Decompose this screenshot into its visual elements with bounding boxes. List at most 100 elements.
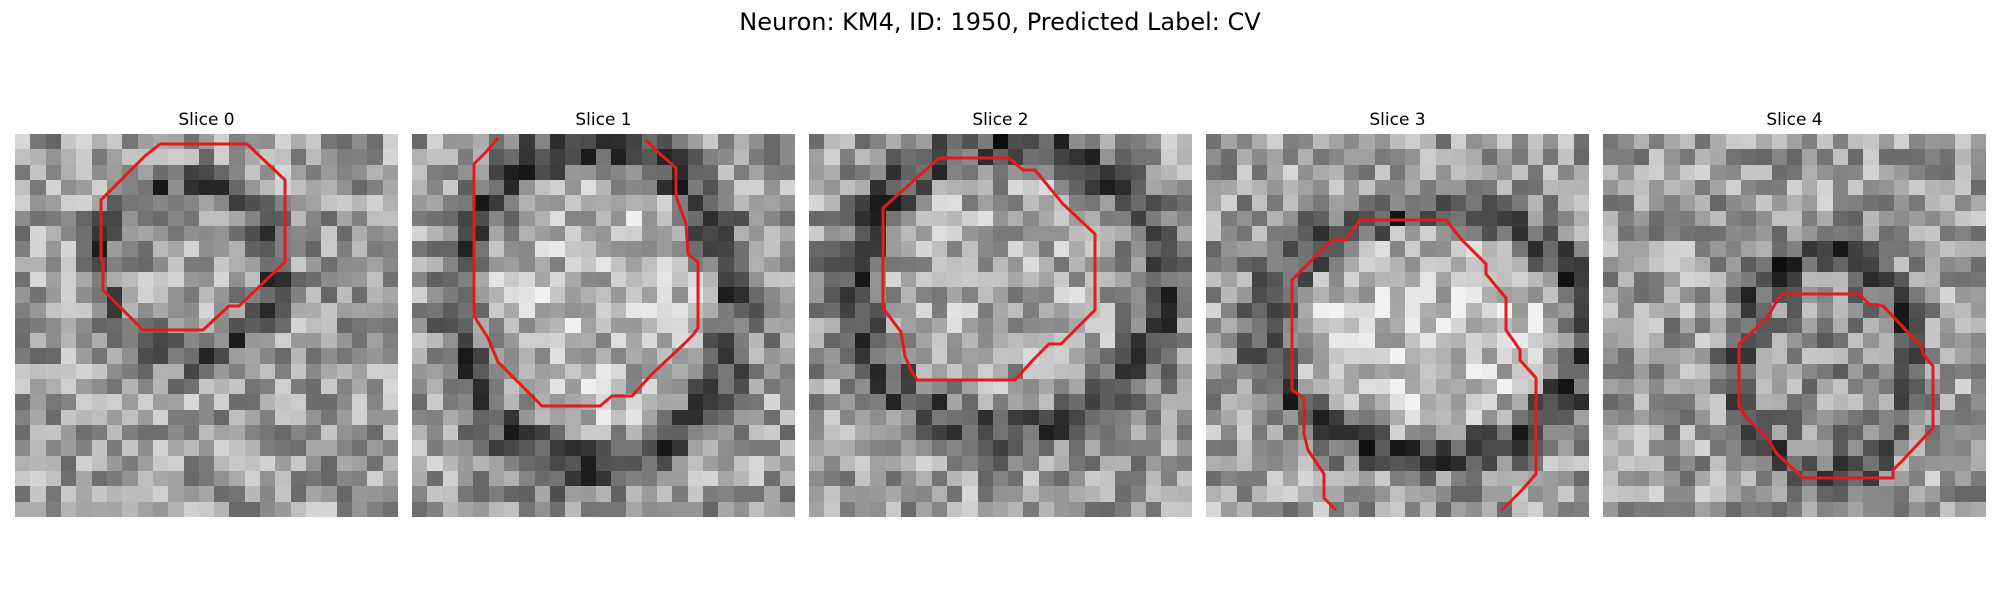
image-pixel [1603, 317, 1619, 334]
image-pixel [1297, 333, 1314, 349]
image-pixel [275, 348, 291, 364]
image-pixel [595, 501, 612, 517]
image-pixel [1008, 440, 1024, 456]
image-pixel [1100, 164, 1116, 180]
image-pixel [1573, 501, 1589, 517]
image-pixel [137, 195, 153, 211]
image-pixel [1282, 394, 1298, 410]
image-pixel [198, 501, 215, 517]
image-pixel [1374, 379, 1390, 395]
image-pixel [718, 256, 734, 272]
image-pixel [870, 471, 886, 487]
image-pixel [1618, 317, 1634, 334]
image-pixel [382, 333, 398, 349]
image-pixel [977, 179, 993, 196]
image-pixel [1970, 225, 1986, 242]
image-pixel [565, 287, 581, 303]
image-pixel [503, 425, 520, 441]
image-pixel [580, 302, 596, 318]
image-pixel [1206, 164, 1222, 180]
image-pixel [106, 271, 123, 288]
image-pixel [137, 271, 153, 288]
image-pixel [1435, 333, 1452, 349]
image-pixel [1848, 471, 1864, 487]
image-pixel [626, 363, 642, 380]
image-pixel [977, 317, 993, 334]
image-pixel [1176, 210, 1192, 226]
image-pixel [1236, 149, 1252, 165]
image-pixel [60, 409, 77, 426]
image-pixel [488, 271, 504, 288]
image-pixel [1023, 287, 1039, 303]
image-pixel [442, 455, 458, 472]
image-pixel [870, 149, 886, 165]
image-pixel [977, 195, 993, 211]
image-pixel [106, 486, 123, 502]
image-pixel [1648, 379, 1665, 395]
image-pixel [1236, 256, 1252, 272]
image-pixel [1573, 379, 1589, 395]
image-pixel [1481, 134, 1498, 150]
image-pixel [1863, 409, 1879, 426]
image-pixel [1740, 348, 1757, 364]
image-pixel [1771, 210, 1787, 226]
image-pixel [672, 409, 688, 426]
image-pixel [244, 225, 261, 242]
image-pixel [1481, 486, 1498, 502]
image-pixel [45, 164, 61, 180]
image-pixel [1771, 409, 1787, 426]
image-pixel [1955, 363, 1971, 380]
image-pixel [839, 241, 855, 257]
image-pixel [809, 210, 825, 226]
image-pixel [1940, 164, 1956, 180]
image-pixel [580, 287, 596, 303]
image-pixel [1909, 486, 1925, 502]
image-pixel [687, 501, 704, 517]
image-pixel [1848, 149, 1864, 165]
image-pixel [244, 379, 261, 395]
image-pixel [1206, 134, 1222, 150]
image-pixel [946, 287, 963, 303]
image-pixel [1359, 471, 1375, 487]
image-pixel [534, 455, 550, 472]
image-pixel [457, 471, 474, 487]
image-pixel [779, 501, 795, 517]
image-pixel [549, 363, 566, 380]
image-pixel [824, 149, 840, 165]
image-pixel [1221, 471, 1237, 487]
image-pixel [198, 134, 215, 150]
image-pixel [519, 149, 535, 165]
image-pixel [977, 455, 993, 472]
image-pixel [367, 425, 383, 441]
image-pixel [549, 379, 566, 395]
image-pixel [1146, 486, 1162, 502]
image-pixel [1543, 164, 1559, 180]
image-pixel [1251, 440, 1268, 456]
image-pixel [565, 394, 581, 410]
image-pixel [1664, 210, 1680, 226]
image-pixel [1435, 455, 1452, 472]
image-pixel [1664, 164, 1680, 180]
image-pixel [824, 425, 840, 441]
image-pixel [321, 409, 337, 426]
image-pixel [703, 317, 719, 334]
image-pixel [260, 501, 276, 517]
image-pixel [779, 409, 795, 426]
image-pixel [183, 271, 199, 288]
image-pixel [427, 317, 443, 334]
image-pixel [962, 164, 978, 180]
image-pixel [1328, 210, 1344, 226]
image-pixel [1008, 363, 1024, 380]
image-pixel [703, 287, 719, 303]
image-pixel [1023, 455, 1039, 472]
image-pixel [1481, 225, 1498, 242]
image-pixel [1924, 440, 1941, 456]
image-pixel [703, 134, 719, 150]
image-pixel [1282, 333, 1298, 349]
image-pixel [687, 225, 704, 242]
image-pixel [1802, 302, 1818, 318]
image-pixel [1008, 379, 1024, 395]
image-pixel [1970, 287, 1986, 303]
image-pixel [1618, 409, 1634, 426]
image-pixel [1817, 333, 1833, 349]
